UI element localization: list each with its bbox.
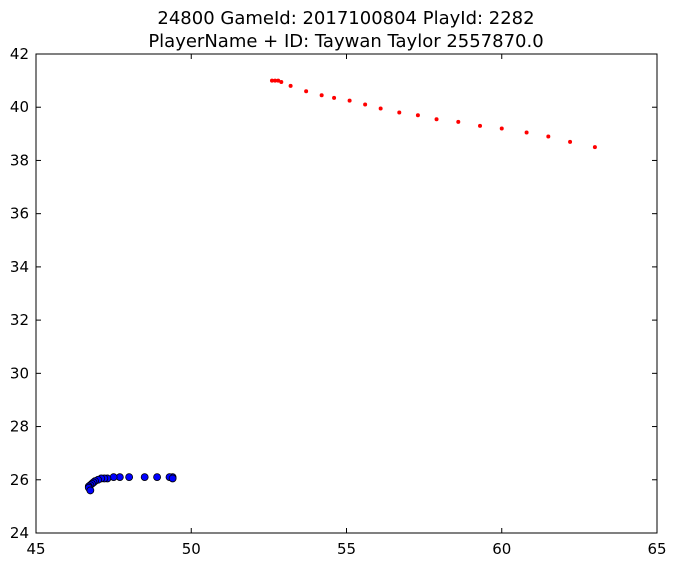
y-tick-label: 24	[10, 524, 29, 542]
data-point-series-1	[319, 93, 324, 98]
y-tick-label: 36	[10, 205, 29, 223]
data-point-series-1	[524, 130, 529, 135]
y-tick-label: 34	[10, 258, 29, 276]
data-point-series-1	[546, 134, 551, 139]
data-point-series-2	[86, 486, 95, 495]
data-point-series-1	[288, 83, 293, 88]
data-point-series-1	[397, 110, 402, 115]
data-point-series-2	[168, 474, 177, 483]
data-point-series-2	[125, 473, 134, 482]
y-tick-label: 38	[10, 151, 29, 169]
data-point-series-2	[153, 473, 161, 482]
y-tick-label: 40	[10, 98, 29, 116]
x-tick-label: 50	[182, 540, 201, 558]
y-tick-label: 28	[10, 418, 29, 436]
x-tick-label: 65	[647, 540, 666, 558]
data-point-series-1	[456, 119, 461, 124]
y-tick-label: 30	[10, 364, 29, 382]
x-tick-label: 55	[337, 540, 356, 558]
data-point-series-1	[347, 98, 352, 103]
data-point-series-1	[276, 78, 281, 83]
plot-area: 45 50 55 60 65 24 26 28 30 32 34 36 38 40 42	[10, 45, 667, 558]
y-tick-label: 42	[10, 45, 29, 63]
data-point-series-1	[332, 95, 337, 100]
data-point-series-1	[499, 126, 504, 131]
chart-title-line-2: PlayerName + ID: Taywan Taylor 2557870.0	[148, 31, 543, 52]
x-tick-label: 60	[492, 540, 511, 558]
y-tick-label: 32	[10, 311, 29, 329]
data-point-series-2	[109, 473, 118, 482]
data-point-series-1	[363, 102, 368, 107]
data-point-series-2	[140, 473, 149, 482]
plot-frame	[35, 53, 658, 534]
data-point-series-1	[592, 145, 597, 150]
data-point-series-1	[269, 78, 274, 83]
chart-title-line-1: 24800 GameId: 2017100804 PlayId: 2282	[157, 8, 534, 29]
y-tick-label: 26	[10, 471, 29, 489]
data-point-series-1	[378, 106, 383, 111]
data-point-series-1	[273, 78, 278, 83]
data-point-series-1	[279, 79, 284, 84]
data-point-series-1	[415, 113, 420, 118]
data-point-series-1	[478, 123, 483, 128]
data-point-series-1	[568, 139, 573, 144]
x-tick-label: 45	[26, 540, 45, 558]
data-point-series-1	[434, 117, 439, 122]
data-point-series-1	[304, 89, 309, 94]
